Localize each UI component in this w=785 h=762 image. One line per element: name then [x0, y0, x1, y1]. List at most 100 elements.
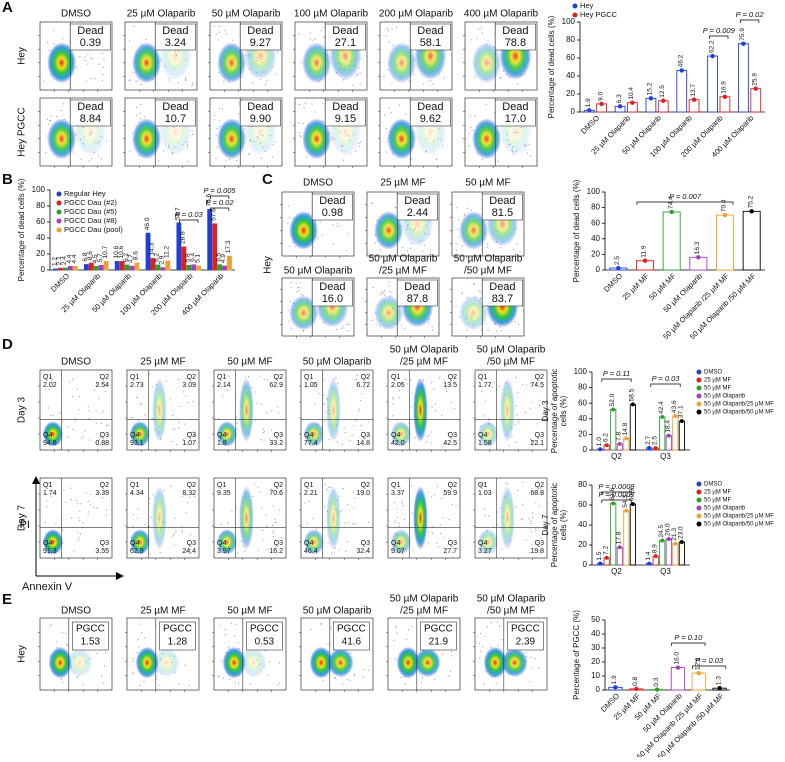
- legend-label: 50 µM Olaparib: [704, 394, 746, 400]
- flow-event: [312, 40, 313, 41]
- gate-value: 0.39: [80, 37, 101, 49]
- flow-event: [530, 408, 531, 409]
- flow-event: [215, 158, 216, 159]
- flow-population: [413, 486, 427, 550]
- bar: [68, 266, 72, 270]
- value-label: 7.2: [602, 545, 609, 554]
- quadrant-name: Q1: [130, 482, 139, 489]
- flow-event: [130, 417, 131, 418]
- flow-event: [530, 156, 531, 157]
- flow-event: [144, 116, 145, 117]
- flow-event: [535, 502, 536, 503]
- column-header: 50 µM Olaparib: [454, 254, 523, 265]
- y-axis-title: Day 7: [541, 514, 550, 535]
- y-tick-label: 60: [36, 217, 45, 226]
- y-tick-label: 0: [596, 265, 601, 274]
- flow-event: [481, 329, 482, 330]
- flow-event: [501, 330, 502, 331]
- flow-event: [261, 507, 262, 508]
- flow-event: [305, 502, 306, 503]
- flow-event: [502, 639, 503, 640]
- value-label: 5.1: [194, 253, 201, 262]
- flow-event: [494, 382, 495, 383]
- bar-dot: [618, 104, 622, 108]
- flow-event: [531, 668, 532, 669]
- value-label: 2.5: [651, 436, 658, 445]
- panel-letter: B: [2, 171, 13, 188]
- flow-event: [333, 551, 334, 552]
- flow-event: [263, 432, 264, 433]
- flow-event: [394, 522, 395, 523]
- flow-event: [421, 682, 422, 683]
- y-axis-title: Percentage of apoptotic: [550, 369, 559, 454]
- flow-event: [98, 155, 99, 156]
- flow-event: [191, 85, 192, 86]
- flow-event: [327, 490, 328, 491]
- flow-event: [266, 80, 267, 81]
- quadrant-value: 70.6: [269, 490, 283, 497]
- legend-label: DMSO: [704, 482, 722, 488]
- flow-event: [276, 522, 277, 523]
- flow-event: [486, 104, 487, 105]
- flow-population: [241, 648, 267, 677]
- flow-event: [347, 679, 348, 680]
- flow-event: [217, 39, 218, 40]
- flow-population: [152, 486, 166, 550]
- bar-dot: [749, 209, 753, 213]
- quadrant-value: 33.2: [269, 440, 283, 447]
- quadrant-value: 42.5: [443, 440, 457, 447]
- bar: [666, 539, 671, 565]
- flow-event: [384, 76, 385, 77]
- flow-event: [389, 291, 390, 292]
- flow-event: [73, 550, 74, 551]
- column-header: 100 µM Olaparib: [294, 9, 369, 20]
- flow-event: [317, 238, 318, 239]
- flow-event: [387, 28, 388, 29]
- flow-event: [296, 291, 297, 292]
- flow-event: [517, 84, 518, 85]
- flow-event: [468, 145, 469, 146]
- flow-event: [80, 534, 81, 535]
- column-header: 50 µM Olaparib: [390, 345, 459, 356]
- flow-event: [289, 246, 290, 247]
- y-tick-label: 100: [574, 367, 588, 376]
- flow-event: [476, 38, 477, 39]
- flow-event: [501, 549, 502, 550]
- flow-event: [432, 526, 433, 527]
- flow-event: [149, 374, 150, 375]
- value-label: 1.9: [611, 675, 618, 684]
- flow-event: [62, 529, 63, 530]
- quadrant-name: Q1: [43, 374, 52, 381]
- x-tick-label: Q3: [660, 452, 671, 461]
- bar-dot: [692, 97, 696, 101]
- flow-event: [441, 415, 442, 416]
- bar-dot: [631, 402, 635, 406]
- p-value: P = 0.005: [204, 186, 237, 195]
- y-axis-title: Day 3: [541, 400, 550, 421]
- flow-event: [395, 207, 396, 208]
- gate-value: 27.1: [335, 37, 356, 49]
- gate-value: 1.53: [81, 637, 101, 648]
- bar-dot: [654, 446, 658, 450]
- flow-event: [214, 115, 215, 116]
- flow-event: [303, 123, 304, 124]
- flow-event: [360, 141, 361, 142]
- flow-event: [438, 546, 439, 547]
- quadrant-name: Q4: [43, 432, 52, 439]
- flow-event: [352, 435, 353, 436]
- quadrant-value: 3.37: [391, 490, 405, 497]
- bar-dot: [680, 540, 684, 544]
- flow-event: [318, 393, 319, 394]
- flow-event: [88, 406, 89, 407]
- flow-event: [263, 439, 264, 440]
- flow-event: [291, 287, 292, 288]
- quadrant-name: Q1: [43, 482, 52, 489]
- gate-value: 41.6: [342, 637, 362, 648]
- flow-event: [90, 494, 91, 495]
- flow-event: [231, 623, 232, 624]
- flow-event: [103, 682, 104, 683]
- column-header: 200 µM Olaparib: [379, 9, 454, 20]
- flow-event: [335, 377, 336, 378]
- flow-population: [500, 486, 514, 550]
- flow-event: [361, 393, 362, 394]
